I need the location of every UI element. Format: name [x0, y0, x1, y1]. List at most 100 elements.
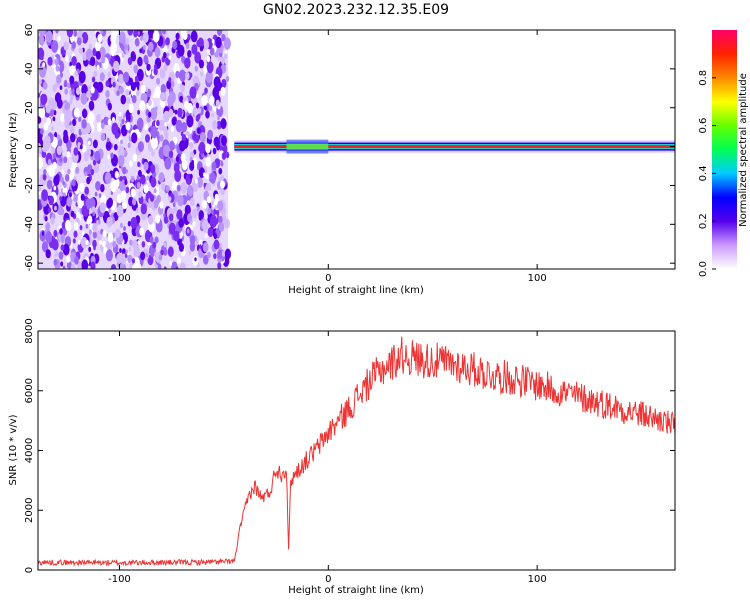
noise-blob — [59, 65, 64, 73]
noise-blob — [122, 200, 128, 210]
spectrogram-x-ticks: -100 0 100 — [108, 30, 547, 284]
noise-blob — [79, 144, 83, 150]
noise-blob — [139, 100, 146, 111]
noise-blob — [93, 245, 96, 251]
noise-blob — [80, 92, 88, 105]
noise-blob — [213, 76, 221, 89]
noise-blob — [71, 179, 76, 187]
noise-blob — [133, 30, 138, 38]
noise-blob — [140, 84, 146, 94]
noise-blob — [147, 30, 155, 39]
noise-blob — [106, 199, 112, 209]
noise-blob — [225, 151, 230, 159]
noise-blob — [168, 55, 171, 60]
noise-blob — [121, 248, 126, 256]
snr-x-tick-label: 0 — [325, 574, 331, 585]
noise-blob — [118, 73, 124, 84]
spectrogram-y-tick-label: -20 — [24, 177, 35, 193]
colorbar-tick-label: 0.4 — [698, 165, 709, 181]
noise-blob — [187, 102, 193, 114]
noise-blob — [150, 107, 158, 120]
noise-blob — [87, 140, 91, 146]
snr-x-ticks: -100 0 100 — [108, 331, 547, 585]
noise-blob — [61, 221, 66, 229]
noise-blob — [187, 213, 193, 223]
noise-blob — [62, 243, 70, 256]
noise-blob — [66, 30, 74, 38]
noise-blob — [207, 251, 211, 259]
noise-blob — [159, 201, 164, 209]
noise-blob — [119, 175, 123, 182]
noise-blob — [62, 187, 66, 193]
noise-blob — [65, 174, 70, 182]
noise-blob — [191, 44, 198, 55]
noise-blob — [131, 94, 137, 104]
noise-blob — [61, 169, 65, 175]
noise-blob — [153, 188, 157, 194]
noise-blob — [92, 223, 98, 233]
noise-blob — [75, 87, 81, 96]
noise-blob — [105, 80, 110, 87]
noise-blob — [193, 149, 197, 155]
noise-blob — [139, 35, 143, 42]
noise-blob — [110, 264, 117, 269]
noise-blob — [82, 231, 85, 236]
noise-blob — [176, 257, 181, 264]
snr-background — [38, 331, 675, 570]
noise-blob — [206, 196, 211, 204]
noise-blob — [163, 144, 171, 157]
noise-blob — [118, 31, 126, 44]
noise-blob — [113, 143, 118, 151]
noise-blob — [95, 40, 102, 52]
noise-blob — [74, 256, 79, 265]
noise-blob — [170, 126, 174, 132]
noise-blob — [92, 139, 98, 149]
noise-blob — [204, 233, 208, 238]
noise-blob — [213, 239, 220, 250]
noise-blob — [177, 195, 184, 207]
noise-blob — [204, 106, 208, 111]
noise-blob — [189, 197, 195, 207]
noise-blob — [63, 156, 68, 164]
noise-blob — [55, 65, 60, 72]
noise-blob — [197, 107, 202, 114]
noise-blob — [148, 41, 154, 52]
noise-blob — [164, 157, 172, 170]
noise-blob — [156, 77, 161, 85]
noise-blob — [186, 228, 190, 234]
noise-blob — [149, 194, 155, 202]
noise-blob — [66, 196, 73, 207]
noise-blob — [169, 260, 173, 266]
noise-blob — [39, 230, 47, 242]
noise-blob — [52, 116, 56, 122]
noise-blob — [64, 103, 69, 111]
spectrogram-y-tick-label: 0 — [24, 143, 35, 149]
colorbar: 0.0 0.2 0.4 0.6 0.8 Normalized spectral ampl… — [698, 30, 749, 277]
noise-blob — [56, 74, 62, 84]
noise-blob — [60, 208, 65, 216]
colorbar-ticks: 0.0 0.2 0.4 0.6 0.8 — [698, 70, 716, 277]
noise-blob — [103, 246, 108, 255]
noise-blob — [127, 30, 134, 36]
noise-blob — [38, 106, 46, 119]
noise-blob — [186, 34, 191, 41]
noise-blob — [131, 258, 136, 264]
noise-blob — [125, 186, 130, 194]
noise-blob — [218, 177, 222, 183]
noise-blob — [38, 157, 43, 169]
noise-blob — [152, 93, 156, 99]
noise-blob — [52, 238, 59, 251]
noise-blob — [139, 227, 145, 236]
noise-blob — [125, 37, 130, 45]
noise-blob — [152, 241, 157, 249]
noise-blob — [214, 193, 219, 201]
noise-blob — [51, 40, 59, 53]
noise-blob — [220, 57, 226, 65]
noise-blob — [45, 222, 51, 231]
noise-blob — [59, 196, 63, 202]
noise-blob — [156, 134, 160, 140]
noise-blob — [148, 99, 152, 106]
noise-blob — [118, 115, 123, 123]
noise-blob — [47, 56, 53, 66]
noise-blob — [172, 40, 178, 50]
